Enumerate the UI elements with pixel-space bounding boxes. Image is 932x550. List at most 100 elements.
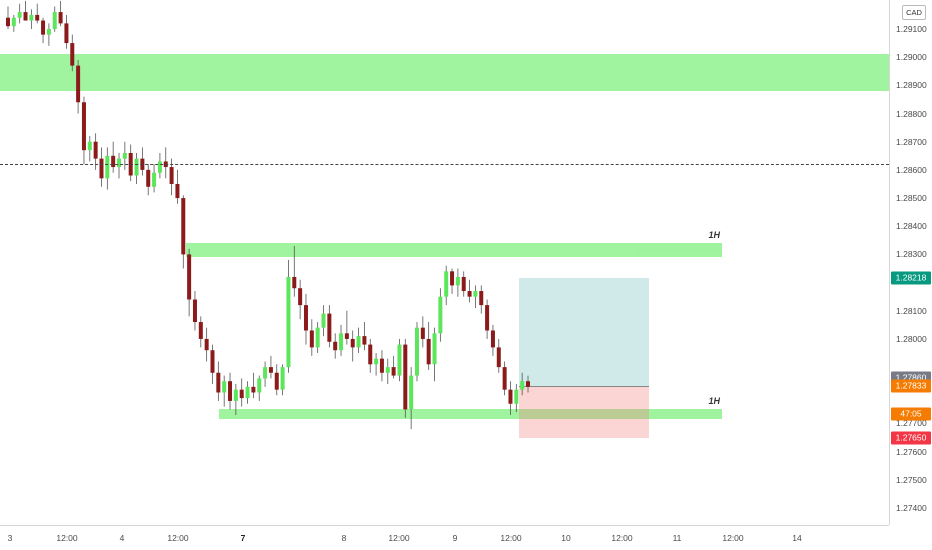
price-axis-label: 1.28100 — [896, 305, 927, 316]
candle — [251, 372, 256, 399]
price-axis-label: 1.27500 — [896, 474, 927, 485]
candle — [152, 164, 157, 193]
candle — [93, 133, 98, 170]
candle — [263, 361, 268, 387]
price-axis-label: 1.27700 — [896, 418, 927, 429]
candle — [122, 141, 127, 170]
candle — [303, 293, 308, 345]
candle — [461, 271, 466, 297]
tag-countdown: 47:05 — [891, 407, 931, 421]
position-target-zone[interactable] — [519, 277, 649, 386]
candle — [181, 195, 186, 269]
candle — [204, 327, 209, 362]
time-axis-label: 12:00 — [722, 533, 744, 543]
candle — [245, 381, 250, 404]
candle — [467, 279, 472, 303]
tag-entry: 1.27833 — [891, 379, 931, 393]
candle — [385, 358, 390, 385]
candle — [233, 384, 238, 416]
candle — [81, 96, 86, 165]
candle — [222, 375, 227, 407]
candle — [344, 310, 349, 345]
candle — [368, 338, 373, 373]
price-axis-label: 1.28900 — [896, 80, 927, 91]
dashed-price-line — [0, 164, 889, 166]
time-axis-label: 3 — [7, 533, 13, 543]
candle — [496, 338, 501, 373]
time-axis-label: 12:00 — [500, 533, 522, 543]
time-axis-label: 14 — [792, 533, 802, 543]
candle — [409, 367, 414, 430]
time-axis-label: 9 — [452, 533, 458, 543]
candle — [41, 17, 46, 44]
candle — [268, 355, 273, 379]
candle — [502, 361, 507, 396]
price-axis-label: 1.28700 — [896, 136, 927, 147]
price-axis-label: 1.27400 — [896, 503, 927, 513]
candle — [11, 14, 16, 32]
candle — [298, 279, 303, 320]
price-axis-label: 1.28300 — [896, 249, 927, 260]
candle — [403, 338, 408, 418]
candle — [216, 361, 221, 401]
candle — [485, 299, 490, 339]
time-axis-label: 7 — [240, 533, 246, 543]
candle — [35, 3, 40, 24]
candle — [309, 319, 314, 356]
price-axis[interactable]: CAD 1.29100 1.29000 1.28900 1.28800 1.28700 1… — [889, 0, 932, 525]
position-entry-line — [519, 385, 649, 387]
time-axis-label: 4 — [119, 533, 125, 543]
time-axis-label: 12:00 — [167, 533, 189, 543]
candle — [327, 305, 332, 348]
tag-stop: 1.27650 — [891, 431, 931, 445]
price-axis-label: 1.28400 — [896, 221, 927, 232]
time-axis-label: 11 — [672, 533, 682, 543]
candle — [315, 322, 320, 354]
candle — [274, 364, 279, 396]
candle — [438, 288, 443, 342]
price-axis-label: 1.28000 — [896, 333, 927, 344]
candle — [432, 327, 437, 382]
price-axis-label: 1.29000 — [896, 52, 927, 63]
resistance-zone-1h: 1H — [186, 230, 722, 258]
candle — [420, 316, 425, 348]
candle — [397, 338, 402, 382]
time-axis-label: 12:00 — [56, 533, 78, 543]
price-axis-label: 1.27600 — [896, 446, 927, 457]
candle — [157, 152, 162, 179]
candle — [333, 333, 338, 359]
candle — [87, 136, 92, 162]
candle — [239, 378, 244, 407]
candle — [134, 152, 139, 184]
candle — [286, 260, 291, 373]
candle — [526, 375, 530, 393]
candle — [350, 330, 355, 362]
candle — [17, 3, 22, 24]
candle — [175, 169, 180, 204]
time-axis-label: 12:00 — [388, 533, 410, 543]
chart-canvas[interactable]: 1H 1H — [0, 0, 889, 525]
candle — [414, 322, 419, 382]
candle — [187, 248, 192, 317]
timeframe-label-1h-lower: 1H — [708, 396, 720, 407]
candle — [6, 6, 10, 29]
candle — [280, 364, 285, 396]
candle — [356, 327, 361, 354]
currency-badge[interactable]: CAD — [902, 5, 926, 20]
candle — [426, 322, 431, 370]
candle — [128, 144, 133, 182]
time-axis[interactable]: 3 12:00 4 12:00 7 8 12:00 9 12:00 10 12:00 11 12:00 1… — [0, 525, 889, 550]
time-axis-label: 10 — [561, 533, 571, 543]
candle — [228, 372, 233, 410]
candle — [58, 0, 63, 27]
candle — [473, 285, 478, 308]
candle — [117, 152, 122, 179]
price-axis-label: 1.28600 — [896, 164, 927, 175]
candle — [444, 265, 449, 306]
candle — [292, 245, 297, 297]
candle — [257, 375, 262, 401]
candle — [450, 268, 455, 294]
candle — [379, 350, 384, 382]
position-stop-zone[interactable] — [519, 385, 649, 438]
candle — [198, 316, 203, 348]
